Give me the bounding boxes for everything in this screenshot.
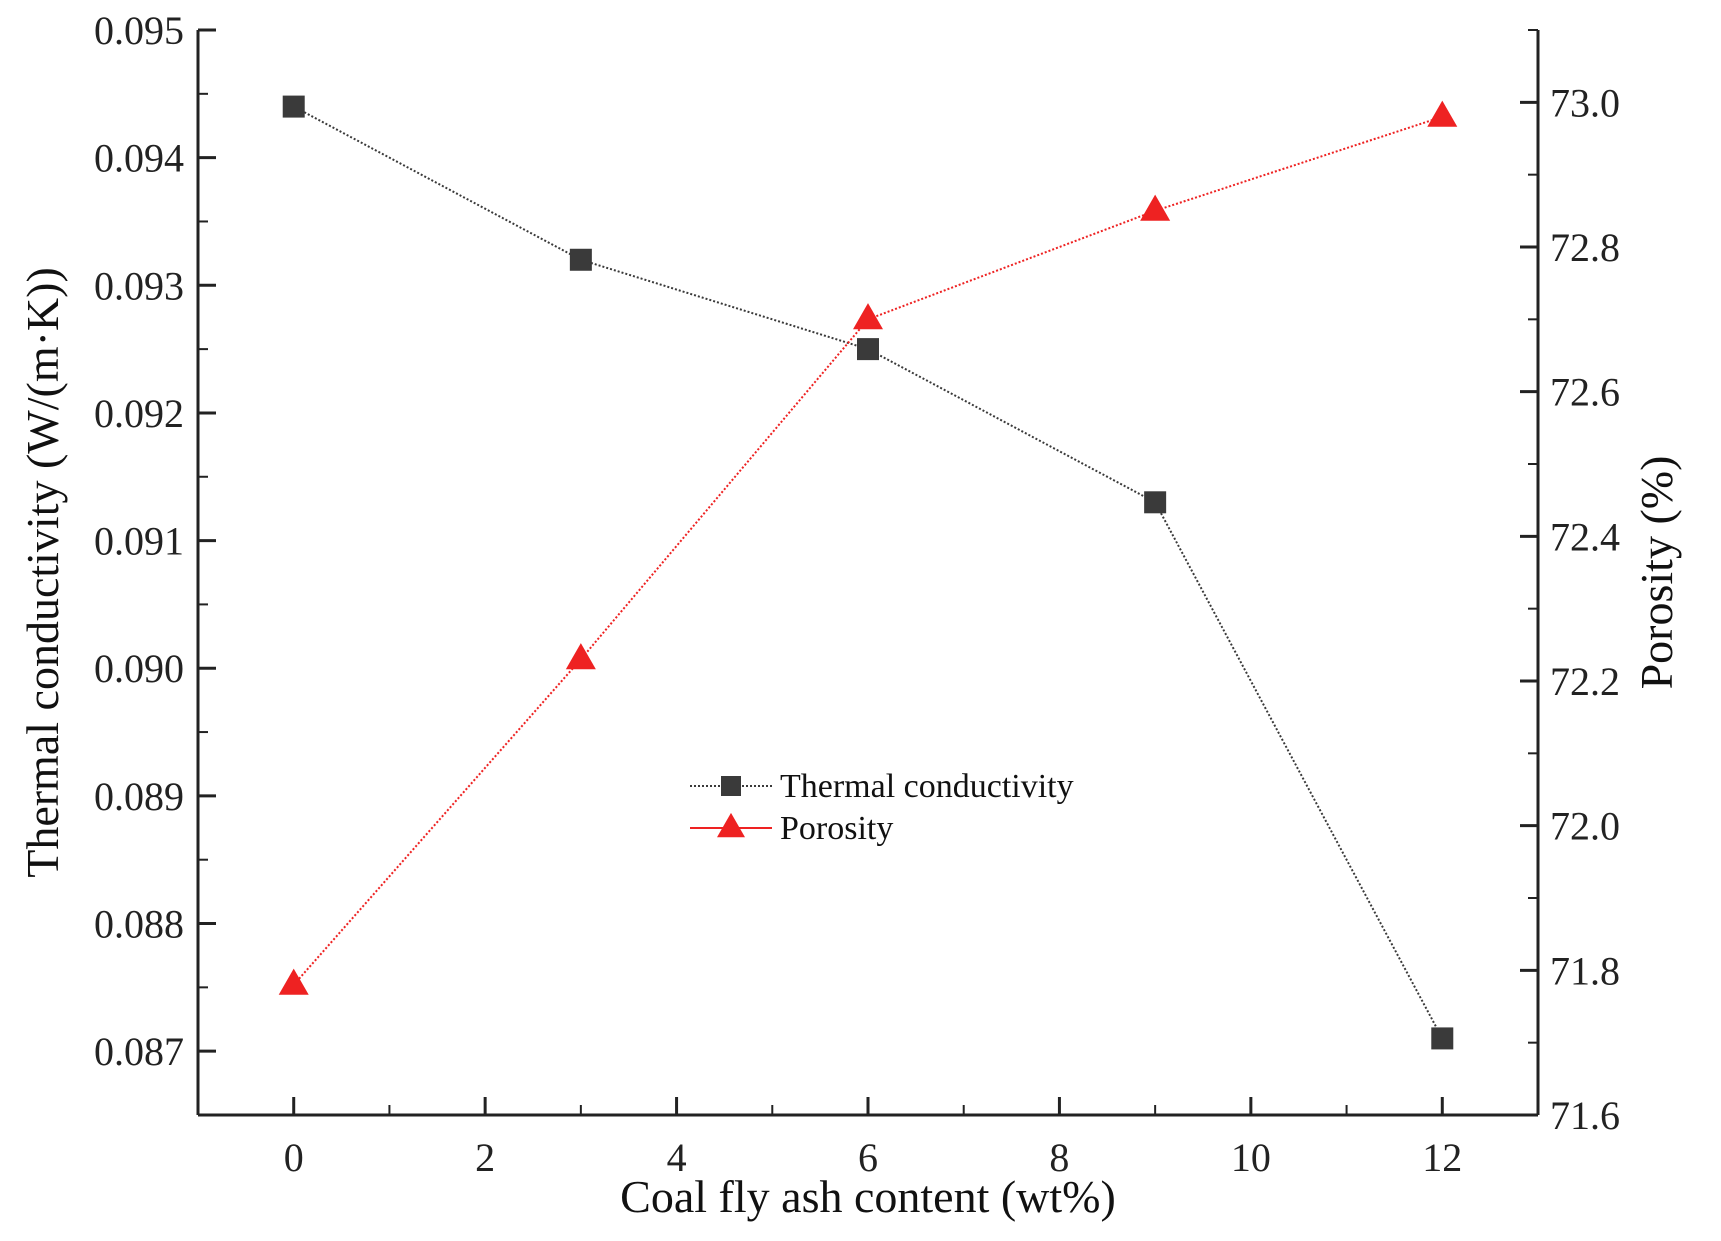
- y-left-tick-label: 0.095: [94, 8, 184, 53]
- data-point-triangle: [1427, 100, 1458, 127]
- x-tick-label: 8: [1049, 1135, 1069, 1180]
- data-point-square: [1431, 1027, 1454, 1050]
- y-left-tick-label: 0.088: [94, 902, 184, 947]
- y-left-tick-label: 0.094: [94, 136, 184, 181]
- x-tick-label: 4: [667, 1135, 687, 1180]
- y-right-tick-label: 72.0: [1550, 804, 1620, 849]
- y-axis-left-title: Thermal conductivity (W/(m·K)): [17, 267, 68, 878]
- y-left-tick-label: 0.092: [94, 391, 184, 436]
- data-point-triangle: [565, 643, 596, 670]
- y-right-tick-label: 72.4: [1550, 514, 1620, 559]
- data-point-triangle: [853, 303, 883, 330]
- legend-marker-square: [721, 776, 741, 796]
- legend-marker-triangle: [717, 812, 745, 838]
- series-line: [293, 105, 1444, 1039]
- series-line: [292, 115, 1443, 986]
- data-point-triangle: [278, 968, 309, 995]
- legend-label: Porosity: [780, 810, 893, 847]
- series-layer: [278, 95, 1458, 1050]
- y-right-tick-label: 72.8: [1550, 225, 1620, 270]
- y-left-tick-label: 0.091: [94, 519, 184, 564]
- y-right-tick-label: 73.0: [1550, 80, 1620, 125]
- series-porosity: [278, 100, 1458, 995]
- axes-layer: 0 2 4 6 8 10 12 0.087 0.088 0.089 0.090 0.091 0.092 0…: [94, 8, 1620, 1180]
- x-tick-label: 6: [858, 1135, 878, 1180]
- y-right-tick-label: 72.2: [1550, 659, 1620, 704]
- x-tick-label: 10: [1231, 1135, 1271, 1180]
- x-axis-title: Coal fly ash content (wt%): [620, 1171, 1116, 1222]
- x-tick-label: 2: [475, 1135, 495, 1180]
- legend: Thermal conductivity Porosity: [690, 768, 1074, 847]
- y-axis-right-title: Porosity (%): [1631, 456, 1682, 690]
- data-point-triangle: [1140, 194, 1171, 221]
- x-tick-label: 12: [1422, 1135, 1462, 1180]
- y-left-tick-label: 0.089: [94, 774, 184, 819]
- data-point-square: [857, 338, 879, 361]
- y-right-tick-label: 71.6: [1550, 1093, 1620, 1138]
- data-point-square: [282, 95, 305, 118]
- y-right-tick-label: 72.6: [1550, 370, 1620, 415]
- legend-label: Thermal conductivity: [780, 768, 1074, 805]
- data-point-square: [1144, 491, 1167, 514]
- series-thermal-conductivity: [282, 95, 1454, 1050]
- y-left-tick-label: 0.087: [94, 1029, 184, 1074]
- y-right-tick-label: 71.8: [1550, 948, 1620, 993]
- data-point-square: [569, 248, 592, 271]
- y-left-tick-label: 0.093: [94, 263, 184, 308]
- x-tick-label: 0: [284, 1135, 304, 1180]
- y-left-tick-label: 0.090: [94, 646, 184, 691]
